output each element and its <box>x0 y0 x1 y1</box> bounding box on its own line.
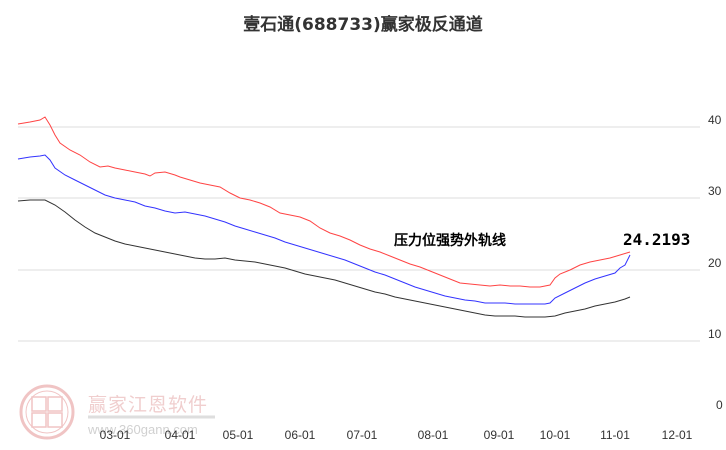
x-tick-07-01: 07-01 <box>346 428 378 442</box>
y-tick-0: 0 <box>716 398 723 412</box>
watermark-seal <box>19 384 75 440</box>
x-tick-08-01: 08-01 <box>417 428 449 442</box>
outer-upper-band <box>17 116 631 288</box>
y-tick-10: 10 <box>708 327 722 341</box>
x-tick-04-01: 04-01 <box>164 428 196 442</box>
x-tick-12-01: 12-01 <box>661 428 693 442</box>
y-tick-30: 30 <box>708 184 722 198</box>
x-tick-06-01: 06-01 <box>284 428 316 442</box>
watermark-brand: 赢家江恩软件 <box>88 394 209 416</box>
middle-line <box>17 199 631 318</box>
grid-lines <box>18 126 700 342</box>
annotation-label: 压力位强势外轨线 <box>394 233 506 249</box>
chart-title: 壹石通(688733)赢家极反通道 <box>243 15 483 35</box>
x-tick-10-01: 10-01 <box>539 428 571 442</box>
x-tick-11-01: 11-01 <box>600 428 630 442</box>
y-tick-20: 20 <box>708 256 722 270</box>
inner-upper-band <box>17 154 631 305</box>
x-tick-09-01: 09-01 <box>483 428 515 442</box>
watermark-url: www.360gann.com <box>88 422 198 437</box>
x-tick-03-01: 03-01 <box>99 428 131 442</box>
y-tick-40: 40 <box>708 113 722 127</box>
annotation-value: 24.2193 <box>623 230 691 249</box>
x-tick-05-01: 05-01 <box>222 428 254 442</box>
